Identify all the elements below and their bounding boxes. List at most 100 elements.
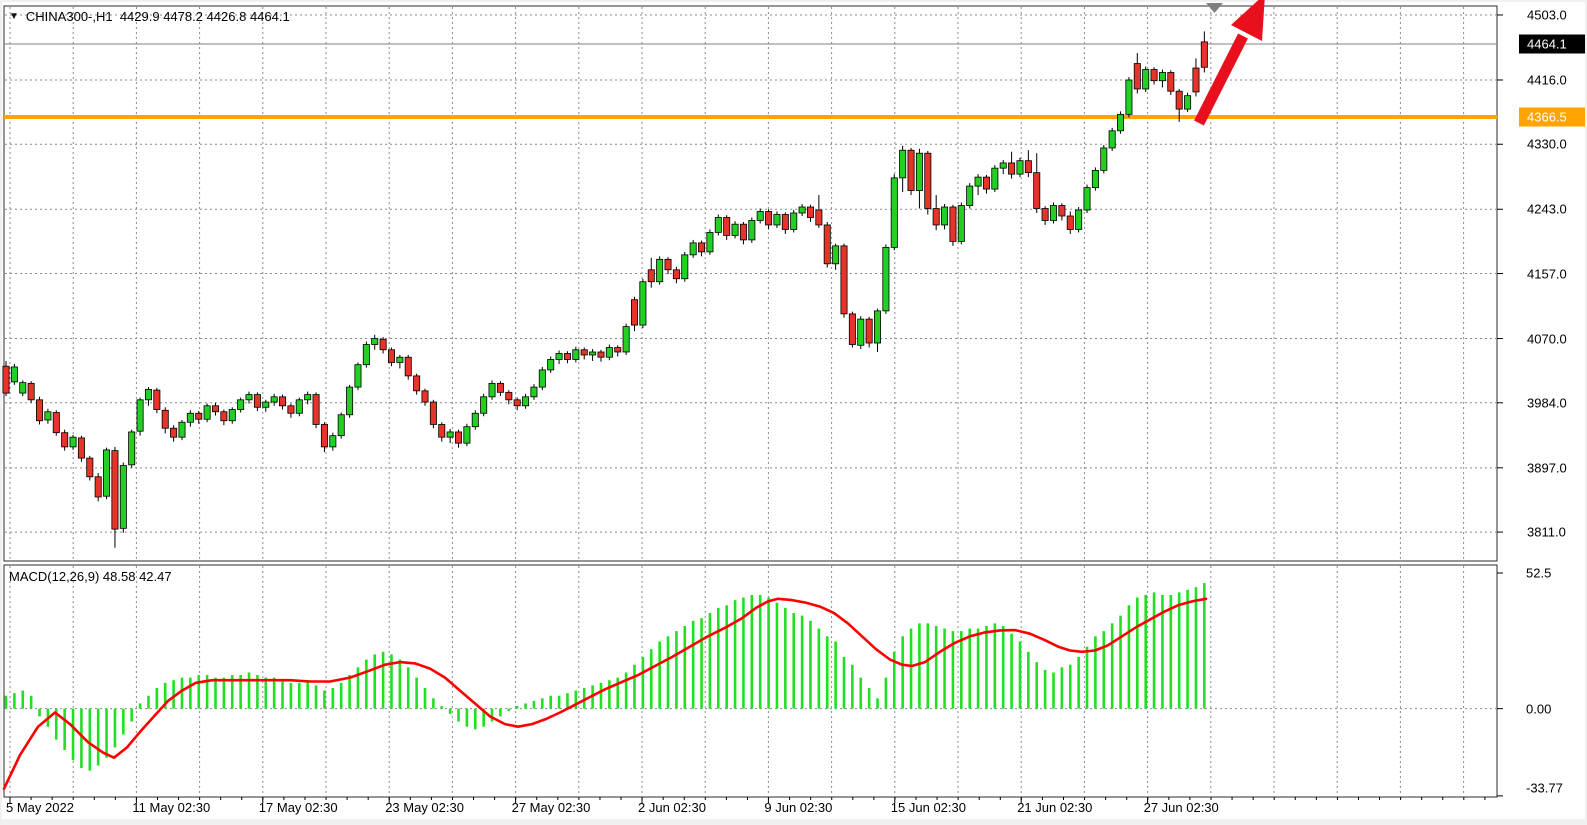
macd-bar	[348, 675, 351, 709]
candle-body	[463, 426, 471, 444]
macd-bar	[256, 675, 259, 709]
macd-bar	[985, 625, 988, 709]
candle-body	[346, 386, 354, 416]
macd-bar	[507, 708, 511, 712]
macd-bar	[230, 675, 234, 709]
candle-body	[1150, 69, 1158, 82]
candle-body	[874, 310, 882, 344]
symbol-dropdown-icon[interactable]: ▼	[9, 10, 19, 22]
macd-signal-line	[2, 597, 1208, 791]
macd-bar	[633, 664, 636, 709]
candle-body	[957, 205, 965, 242]
macd-tick-label: -33.77	[1526, 780, 1563, 796]
macd-bar	[784, 607, 787, 709]
macd-bar	[180, 677, 184, 709]
candle-body	[312, 394, 320, 425]
candle-body	[966, 185, 974, 206]
candle-body	[178, 421, 186, 438]
macd-bar	[909, 628, 913, 709]
macd-bar	[1077, 656, 1080, 709]
macd-bar	[281, 680, 284, 709]
macd-bar	[448, 708, 452, 714]
triangle-marker[interactable]	[1206, 3, 1223, 13]
candle-body	[538, 369, 546, 388]
macd-bar	[926, 623, 930, 709]
candlestick-series	[2, 31, 1208, 548]
macd-bar	[1052, 672, 1055, 709]
candle-body	[982, 176, 990, 190]
macd-bar	[457, 708, 460, 722]
macd-bar	[222, 677, 226, 709]
candle-body	[44, 411, 52, 421]
macd-bar	[339, 682, 343, 709]
macd-bar	[691, 620, 695, 709]
candle-body	[61, 432, 69, 448]
macd-bar	[859, 677, 863, 709]
macd-bar	[314, 685, 318, 709]
macd-bar	[624, 672, 628, 709]
candle-body	[1058, 205, 1066, 217]
macd-bar	[884, 677, 888, 709]
candle-body	[790, 212, 798, 230]
candle-body	[1100, 147, 1108, 171]
candle-body	[840, 245, 848, 315]
trend-arrow-head[interactable]	[1231, 0, 1265, 41]
macd-bar	[993, 623, 997, 709]
macd-bar	[1152, 592, 1156, 709]
macd-bar	[742, 597, 745, 709]
macd-bar	[323, 690, 326, 709]
price-tick-label: 4503.0	[1527, 7, 1567, 23]
candle-body	[1033, 172, 1041, 209]
price-tick-label: 3811.0	[1527, 524, 1566, 540]
candle-body	[237, 399, 245, 410]
candle-body	[387, 349, 395, 363]
macd-bar	[63, 708, 66, 750]
macd-bar	[247, 672, 251, 709]
price-tick-label: 4070.0	[1527, 331, 1567, 347]
level-price-badge: 4366.5	[1519, 107, 1585, 127]
macd-bar	[717, 607, 720, 709]
macd-bar	[390, 654, 393, 709]
candle-body	[27, 382, 35, 401]
candle-body	[832, 245, 840, 265]
macd-bar	[1194, 587, 1198, 709]
macd-bar	[490, 708, 494, 722]
macd-bar	[582, 687, 586, 709]
candle-body	[991, 167, 999, 190]
candle-body	[890, 177, 898, 248]
candle-body	[614, 347, 622, 353]
macd-bar	[524, 703, 527, 709]
macd-bar	[1001, 625, 1005, 709]
macd-bar	[13, 693, 16, 709]
macd-bar	[792, 613, 796, 709]
time-tick-label: 23 May 02:30	[385, 800, 464, 815]
candle-body	[656, 258, 664, 283]
macd-bar	[951, 631, 955, 709]
macd-bar	[331, 687, 335, 709]
macd-bar	[1203, 583, 1206, 709]
time-tick-label: 11 May 02:30	[132, 800, 211, 815]
candle-body	[723, 217, 731, 236]
macd-tick-label: 0.00	[1526, 701, 1552, 717]
candle-body	[2, 365, 10, 394]
candle-body	[572, 349, 580, 360]
candle-body	[605, 347, 613, 358]
candle-body	[245, 394, 253, 401]
macd-bar	[934, 625, 938, 709]
candle-body	[77, 437, 85, 459]
candle-body	[10, 366, 18, 383]
candle-body	[622, 326, 630, 353]
candle-body	[1142, 69, 1150, 90]
candle-body	[522, 396, 530, 407]
trend-arrow-shaft[interactable]	[1194, 33, 1248, 126]
macd-bar	[1186, 589, 1189, 709]
candle-body	[748, 220, 756, 241]
price-tick-label: 3984.0	[1527, 395, 1567, 411]
macd-bar	[683, 625, 687, 709]
candle-body	[765, 211, 773, 226]
macd-bar	[130, 708, 133, 722]
macd-bar	[189, 677, 192, 709]
candle-body	[647, 269, 655, 283]
